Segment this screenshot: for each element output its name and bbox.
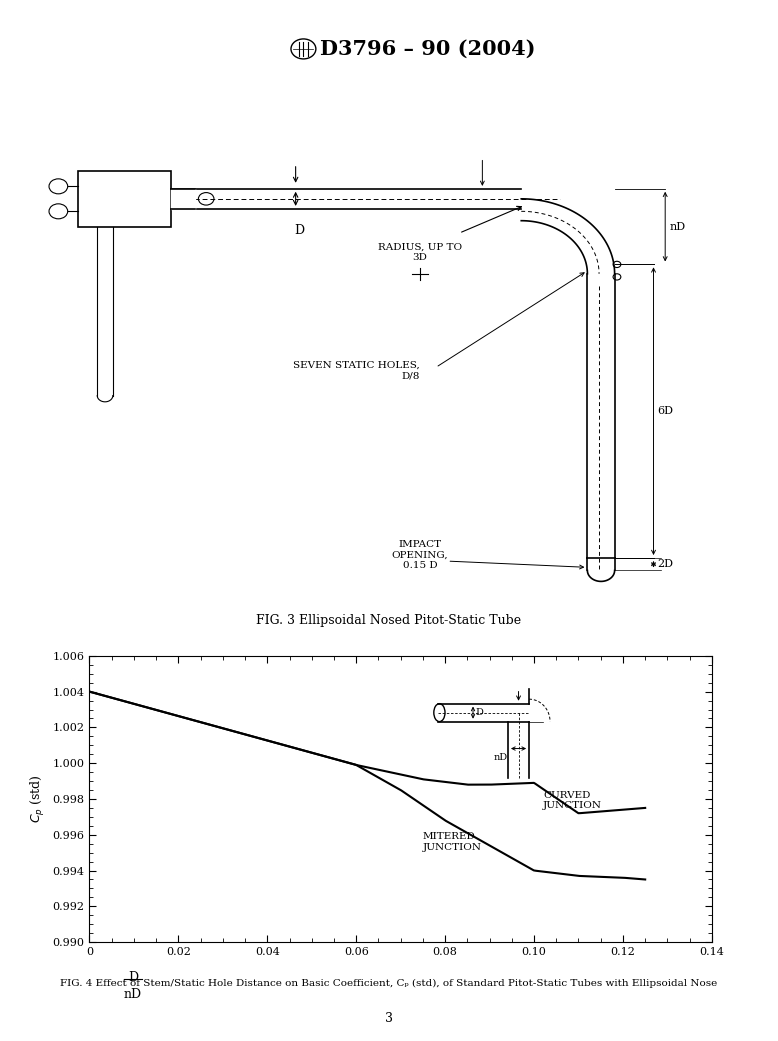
Text: D: D <box>294 225 305 237</box>
Text: D3796 – 90 (2004): D3796 – 90 (2004) <box>321 39 535 59</box>
Polygon shape <box>171 188 194 209</box>
Text: CURVED
JUNCTION: CURVED JUNCTION <box>543 791 602 811</box>
Text: nD: nD <box>494 753 508 762</box>
Text: RADIUS, UP TO
3D: RADIUS, UP TO 3D <box>378 243 462 261</box>
Text: 6D: 6D <box>657 406 674 416</box>
Bar <box>78 171 171 227</box>
Text: IMPACT
OPENING,
0.15 D: IMPACT OPENING, 0.15 D <box>392 540 448 569</box>
Text: nD: nD <box>669 222 685 232</box>
Text: FIG. 3 Ellipsoidal Nosed Pitot-Static Tube: FIG. 3 Ellipsoidal Nosed Pitot-Static Tu… <box>257 614 521 627</box>
Text: SEVEN STATIC HOLES,
D/8: SEVEN STATIC HOLES, D/8 <box>293 361 420 380</box>
Text: 3: 3 <box>385 1012 393 1024</box>
Text: FIG. 4 Effect of Stem/Static Hole Distance on Basic Coefficient, Cₚ (std), of St: FIG. 4 Effect of Stem/Static Hole Distan… <box>61 980 717 988</box>
Text: D: D <box>128 970 138 984</box>
Y-axis label: $C_p$ (std): $C_p$ (std) <box>29 775 47 823</box>
Text: MITERED
JUNCTION: MITERED JUNCTION <box>423 832 482 852</box>
Text: nD: nD <box>124 988 142 1000</box>
Text: 2D: 2D <box>657 559 674 569</box>
Text: D: D <box>476 708 484 717</box>
